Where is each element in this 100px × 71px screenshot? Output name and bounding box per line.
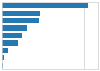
Bar <box>2 55 4 60</box>
Bar <box>2 3 88 8</box>
Bar <box>2 63 3 68</box>
Bar <box>2 33 22 38</box>
Bar <box>2 11 40 16</box>
Bar <box>2 48 8 53</box>
Bar <box>2 18 39 23</box>
Bar <box>2 40 18 46</box>
Bar <box>2 25 27 31</box>
